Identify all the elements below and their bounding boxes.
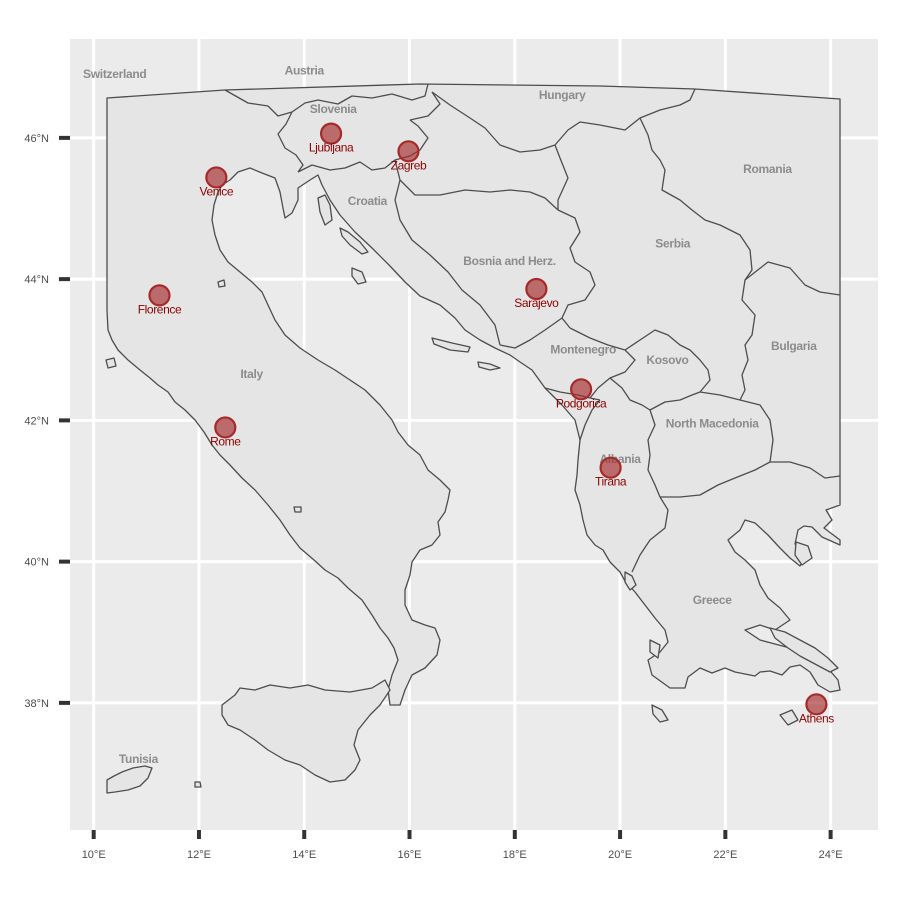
tick-label-lat-2: 42°N (24, 415, 49, 427)
country-label-6: Serbia (655, 236, 691, 250)
city-markers: Ljubljana Zagreb Venice Florence Sarajevo Pod… (138, 122, 835, 725)
border-serbia-bulgaria (739, 279, 756, 401)
tunisia-coast (106, 765, 153, 794)
island-giglio (217, 279, 226, 288)
country-label-14: Greece (693, 593, 733, 607)
city-point-5 (570, 378, 593, 401)
tick-label-lat-0: 38°N (24, 698, 49, 710)
country-label-8: Montenegro (550, 342, 616, 356)
country-label-10: Bulgaria (771, 339, 817, 353)
city-point-2 (205, 166, 228, 189)
country-label-7: Bosnia and Herz. (463, 254, 556, 268)
border-albania-coast (579, 399, 601, 441)
border-slovenia-croatia (297, 119, 429, 173)
border-italy-austria (224, 83, 429, 117)
city-label-3: Florence (138, 302, 182, 316)
border-kosovo-albania (609, 377, 651, 411)
country-label-1: Austria (285, 63, 325, 77)
mainland-outline (106, 83, 841, 706)
country-label-4: Romania (743, 162, 792, 176)
island-cres (339, 227, 369, 255)
island-korcula (477, 361, 501, 371)
island-north-aegean (794, 541, 813, 566)
island-ponza (293, 506, 302, 513)
axis-ticks (59, 135, 833, 839)
city-point-7 (599, 456, 622, 479)
tick-label-lon-3: 16°E (398, 849, 422, 861)
city-label-5: Podgorica (556, 396, 607, 410)
axis-labels: 10°E 12°E 14°E 16°E 18°E 20°E 22°E 24°E 38°N 40°N… (24, 133, 842, 861)
island-aegina (779, 709, 799, 726)
country-labels: Switzerland Austria Hungary Slovenia Romania… (83, 63, 817, 766)
island-hvar (431, 337, 471, 353)
border-croatia-serbia (554, 144, 569, 210)
city-point-0 (319, 122, 343, 145)
city-label-6: Rome (210, 434, 241, 448)
country-label-11: Italy (240, 367, 263, 381)
island-corfu (624, 571, 637, 591)
tick-label-lat-1: 40°N (24, 557, 49, 569)
island-euboea (769, 627, 839, 673)
border-italy-slovenia (277, 111, 304, 173)
border-bosnia-west (394, 179, 501, 346)
city-label-4: Sarajevo (514, 296, 559, 310)
border-kosovo-macedonia (649, 391, 701, 411)
border-serbia-romania (639, 117, 753, 281)
border-slovenia-hungary (409, 91, 441, 121)
tick-label-lon-6: 22°E (713, 849, 737, 861)
city-point-3 (148, 284, 171, 307)
city-label-1: Zagreb (391, 158, 427, 172)
border-romania-bulgaria (744, 261, 841, 296)
border-croatia-hungary (431, 91, 601, 153)
country-label-3: Slovenia (310, 102, 358, 116)
border-bosnia-serbia (557, 209, 596, 329)
country-label-2: Hungary (539, 88, 586, 102)
country-label-15: Tunisia (119, 752, 159, 766)
tick-label-lat-3: 44°N (24, 274, 49, 286)
border-serbia-kosovo (624, 329, 711, 393)
island-zakynthos (651, 704, 669, 723)
country-label-0: Switzerland (83, 67, 146, 81)
tick-label-lon-4: 18°E (503, 849, 527, 861)
border-macedonia-greece (660, 461, 771, 498)
city-point-1 (397, 140, 420, 163)
island-pantelleria (194, 781, 202, 788)
border-hungary-serbia-romania (599, 88, 696, 131)
island-krk (317, 194, 333, 226)
tick-label-lon-1: 12°E (187, 849, 211, 861)
city-label-0: Ljubljana (309, 141, 354, 155)
tick-label-lon-0: 10°E (82, 849, 106, 861)
country-label-12: North Macedonia (666, 416, 759, 430)
border-macedonia-albania (647, 409, 661, 498)
country-label-5: Croatia (348, 194, 388, 208)
tick-label-lat-4: 46°N (24, 133, 49, 145)
city-point-6 (214, 416, 237, 439)
border-albania-greece (631, 496, 669, 573)
land-mass (105, 83, 841, 794)
border-montenegro-serbia-kosovo (569, 327, 636, 399)
city-label-7: Tirana (595, 475, 627, 489)
island-kefalonia (649, 639, 661, 659)
country-label-9: Kosovo (646, 353, 688, 367)
tick-label-lon-5: 20°E (608, 849, 632, 861)
border-bosnia-montenegro (499, 317, 563, 349)
city-point-8 (805, 693, 828, 716)
border-macedonia-bulgaria (699, 391, 774, 463)
city-label-2: Venice (200, 184, 234, 198)
city-point-4 (525, 277, 548, 301)
tick-label-lon-7: 24°E (819, 849, 843, 861)
island-elba (105, 357, 117, 369)
tick-label-lon-2: 14°E (292, 849, 316, 861)
island-brac (351, 267, 367, 285)
city-label-8: Athens (799, 711, 834, 725)
border-bulgaria-greece (770, 461, 841, 479)
border-croatia-bosnia-north (394, 159, 559, 211)
island-sicily (221, 679, 391, 783)
